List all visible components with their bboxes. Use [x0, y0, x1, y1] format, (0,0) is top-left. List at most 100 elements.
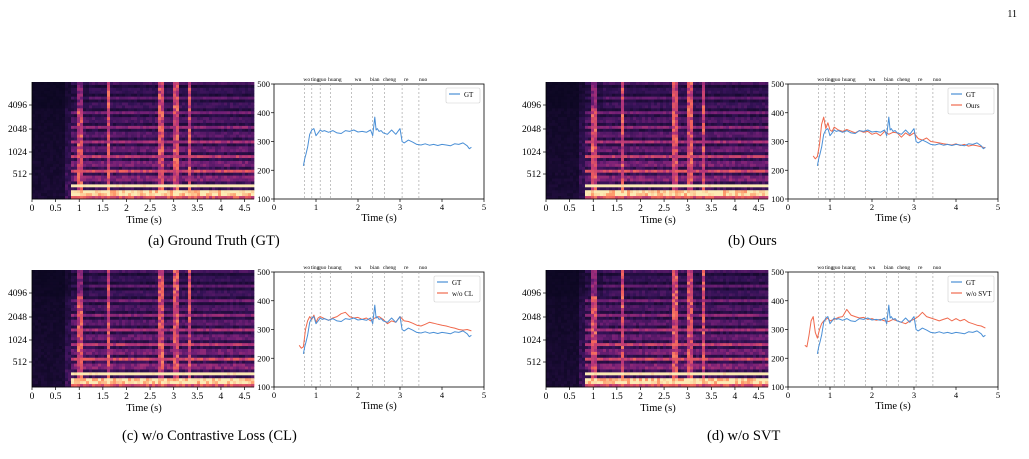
- spectrogram-cell: [44, 160, 48, 165]
- spectrogram-cell: [71, 166, 75, 171]
- spectrogram-cell: [98, 108, 102, 112]
- spectrogram-cell: [203, 184, 207, 188]
- spectrogram-cell: [137, 193, 141, 197]
- spectrogram-cell: [173, 169, 177, 174]
- spectrogram-cell: [639, 90, 643, 95]
- spectrogram-cell: [236, 90, 240, 95]
- spectrogram-cell: [68, 114, 72, 118]
- spectrogram-cell: [59, 90, 63, 95]
- spectrogram-cell: [546, 143, 550, 147]
- spectrogram-cell: [600, 128, 604, 133]
- spectrogram-cell: [687, 82, 691, 86]
- spectrogram-cell: [77, 193, 81, 197]
- spectrogram-cell: [47, 102, 51, 106]
- spectrogram-cell: [35, 184, 39, 188]
- spectrogram-cell: [636, 114, 640, 118]
- spectrogram-cell: [62, 155, 66, 159]
- spectrogram-cell: [167, 140, 171, 144]
- spectrogram-cell: [41, 178, 45, 182]
- spectrogram-cell: [242, 146, 246, 150]
- spectrogram-cell: [666, 131, 670, 135]
- spectrogram-cell: [182, 137, 186, 141]
- spectrogram-cell: [606, 125, 610, 130]
- spectrogram-cell: [95, 172, 99, 176]
- spectrogram-cell: [660, 99, 664, 103]
- spectrogram-cell: [104, 87, 108, 92]
- spectrogram-cell: [131, 196, 135, 200]
- spectrogram-cell: [236, 114, 240, 118]
- spectrogram-cell: [194, 163, 198, 168]
- spectrogram-cell: [236, 181, 240, 185]
- spectrogram-cell: [206, 149, 210, 153]
- spectrogram-cell: [158, 152, 162, 156]
- spectrogram-cell: [83, 169, 87, 174]
- spectrogram-cell: [621, 128, 625, 133]
- spectrogram-cell: [654, 82, 658, 86]
- spectrogram-cell: [233, 172, 237, 176]
- spectrogram-cell: [663, 111, 667, 115]
- spectrogram-cell: [119, 117, 123, 121]
- spectrogram-cell: [209, 149, 213, 153]
- spectrogram-cell: [684, 140, 688, 144]
- spectrogram-cell: [651, 93, 655, 97]
- spectrogram-cell: [131, 125, 135, 130]
- spectrogram-cell: [137, 187, 141, 191]
- spectrogram-cell: [167, 122, 171, 127]
- spectrogram-cell: [77, 163, 81, 168]
- spectrogram-cell: [158, 140, 162, 144]
- spectrogram-cell: [681, 184, 685, 188]
- syllable-label: re: [404, 77, 409, 83]
- spectrogram-cell: [44, 196, 48, 200]
- spectrogram-cell: [555, 131, 559, 135]
- spectrogram-cell: [74, 137, 78, 141]
- spectrogram-cell: [83, 143, 87, 147]
- spectrogram-cell: [62, 181, 66, 185]
- spectrogram-cell: [588, 117, 592, 121]
- spectrogram-cell: [672, 149, 676, 153]
- spectrogram-cell: [594, 149, 598, 153]
- spectrogram-cell: [143, 181, 147, 185]
- spectrogram-cell: [678, 160, 682, 165]
- spectrogram-cell: [684, 111, 688, 115]
- spectrogram-cell: [122, 117, 126, 121]
- spectrogram-cell: [657, 122, 661, 127]
- spectrogram-cell: [134, 102, 138, 106]
- spectrogram-cell: [690, 152, 694, 156]
- spectrogram-cell: [101, 143, 105, 147]
- spectrogram-cell: [666, 169, 670, 174]
- spectrogram-cell: [143, 178, 147, 182]
- spectrogram-cell: [116, 99, 120, 103]
- spectrogram-cell: [122, 114, 126, 118]
- spectrogram-cell: [179, 184, 183, 188]
- spectrogram-cell: [221, 102, 225, 106]
- spectrogram-cell: [597, 184, 601, 188]
- spectrogram-cell: [555, 181, 559, 185]
- spectrogram-cell: [230, 105, 234, 109]
- spectrogram-cell: [104, 155, 108, 159]
- spectrogram-cell: [236, 190, 240, 194]
- spectrogram-cell: [627, 99, 631, 103]
- spectrogram-cell: [164, 87, 168, 92]
- spectrogram-cell: [567, 143, 571, 147]
- spectrogram-cell: [203, 108, 207, 112]
- spectrogram-cell: [615, 125, 619, 130]
- spectrogram-cell: [161, 158, 165, 162]
- spectrogram-cell: [245, 158, 249, 162]
- spectrogram-cell: [173, 158, 177, 162]
- spectrogram-cell: [573, 108, 577, 112]
- spectrogram-cell: [660, 114, 664, 118]
- spectrogram-cell: [38, 187, 42, 191]
- spectrogram-cell: [684, 187, 688, 191]
- spectrogram-cell: [630, 166, 634, 171]
- spectrogram-cell: [38, 131, 42, 135]
- spectrogram-cell: [80, 137, 84, 141]
- spectrogram-cell: [549, 155, 553, 159]
- spectrogram-cell: [642, 181, 646, 185]
- spectrogram-cell: [552, 125, 556, 130]
- spectrogram-cell: [143, 137, 147, 141]
- spectrogram-cell: [203, 143, 207, 147]
- spectrogram-cell: [68, 163, 72, 168]
- spectrogram-cell: [161, 99, 165, 103]
- spectrogram-cell: [591, 108, 595, 112]
- spectrogram-cell: [38, 125, 42, 130]
